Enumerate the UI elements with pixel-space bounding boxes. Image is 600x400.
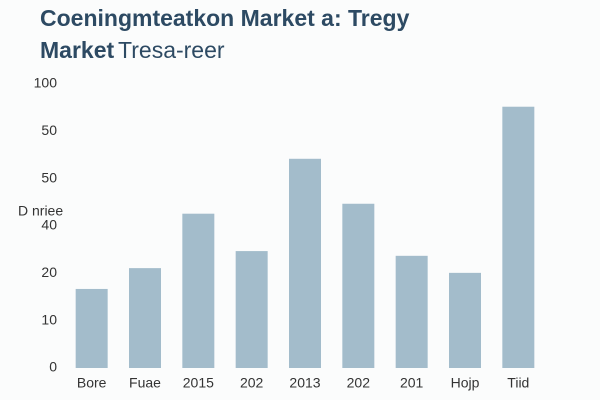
bar (289, 158, 321, 368)
y-tick-label: 20 (41, 264, 57, 280)
x-tick-label: 2015 (183, 375, 214, 391)
x-tick-label: Fuae (129, 375, 161, 391)
y-tick-label: 50 (41, 122, 57, 138)
y-tick-label: 100 (34, 75, 58, 91)
bar (75, 288, 108, 368)
bar (502, 106, 535, 368)
y-tick-label: 10 (41, 311, 57, 327)
bar (449, 272, 481, 368)
bar (235, 251, 268, 368)
bar (342, 203, 375, 368)
x-tick-label: 202 (240, 375, 264, 391)
x-tick-label: 202 (347, 375, 371, 391)
bar (129, 268, 161, 368)
chart-title: Market (40, 37, 114, 63)
x-tick-label: Hojp (451, 375, 480, 391)
chart-title: Coeningmteatkon Market a: Tregy (40, 5, 410, 31)
bar (395, 255, 428, 368)
x-tick-label: 2013 (289, 375, 320, 391)
chart-title-line: Market Tresa-reer (40, 37, 225, 63)
y-tick-label: 50 (41, 169, 57, 185)
y-tick-label: 0 (49, 359, 57, 375)
x-tick-label: Bore (77, 375, 107, 391)
y-tick-label: 40 (41, 217, 57, 233)
x-tick-label: Tiid (507, 375, 529, 391)
y-axis-label: D nriee (18, 203, 63, 219)
x-tick-label: 201 (400, 375, 424, 391)
bar (182, 213, 215, 368)
chart-subtitle: Tresa-reer (118, 37, 225, 63)
